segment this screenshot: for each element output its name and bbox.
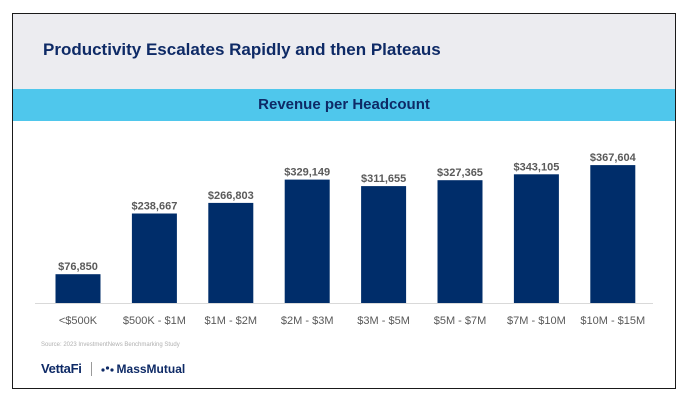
bar-5 <box>437 180 483 303</box>
bar-0 <box>55 274 101 303</box>
category-label-2: $1M - $2M <box>205 315 258 327</box>
value-label-1: $238,667 <box>131 201 177 213</box>
footer-logos: VettaFi MassMutual <box>41 361 185 376</box>
category-label-3: $2M - $3M <box>281 315 334 327</box>
massmutual-dots-icon <box>100 365 114 372</box>
value-label-5: $327,365 <box>437 167 483 179</box>
value-label-4: $311,655 <box>361 173 406 185</box>
bar-1 <box>131 213 177 303</box>
value-label-6: $343,105 <box>513 161 559 173</box>
chart-banner: Revenue per Headcount <box>13 89 675 121</box>
bar-7 <box>590 165 636 303</box>
slide: Productivity Escalates Rapidly and then … <box>12 13 676 389</box>
value-label-0: $76,850 <box>58 261 98 273</box>
category-label-0: <$500K <box>59 315 98 327</box>
bar-chart: $76,850 <$500K $238,667 $500K - $1M $266,803… <box>35 152 653 327</box>
bar-4 <box>361 186 407 303</box>
vettafi-logo: VettaFi <box>41 361 82 376</box>
chart-title: Revenue per Headcount <box>258 96 430 113</box>
bar-6 <box>513 174 559 303</box>
massmutual-logo: MassMutual <box>116 361 186 376</box>
source-note: Source: 2023 InvestmentNews Benchmarking… <box>41 342 180 348</box>
value-label-2: $266,803 <box>208 190 254 202</box>
category-label-7: $10M - $15M <box>580 315 645 327</box>
category-label-1: $500K - $1M <box>123 315 186 327</box>
category-label-6: $7M - $10M <box>507 315 566 327</box>
bar-3 <box>284 179 330 303</box>
bar-2 <box>208 202 254 303</box>
title-band: Productivity Escalates Rapidly and then … <box>13 14 675 89</box>
category-label-5: $5M - $7M <box>434 315 487 327</box>
category-label-4: $3M - $5M <box>357 315 410 327</box>
slide-title: Productivity Escalates Rapidly and then … <box>43 40 441 59</box>
value-label-3: $329,149 <box>284 167 330 179</box>
logo-divider <box>90 361 92 376</box>
value-label-7: $367,604 <box>590 152 637 164</box>
